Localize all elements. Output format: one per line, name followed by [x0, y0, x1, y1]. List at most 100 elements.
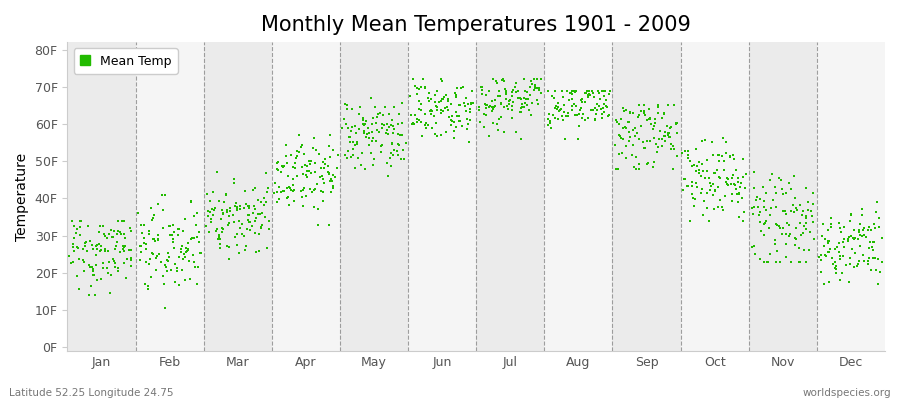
Point: [649, 141, 663, 147]
Point: [461, 101, 475, 107]
Point: [191, 263, 205, 270]
Point: [799, 258, 814, 265]
Point: [716, 134, 730, 141]
Point: [209, 228, 223, 234]
Point: [661, 132, 675, 138]
Point: [139, 241, 153, 248]
Point: [278, 142, 293, 148]
Point: [381, 131, 395, 138]
Point: [786, 202, 800, 208]
Point: [532, 86, 546, 93]
Point: [627, 164, 642, 170]
Point: [374, 125, 389, 132]
Point: [124, 255, 139, 261]
Point: [101, 248, 115, 254]
Point: [70, 244, 85, 250]
Point: [246, 210, 260, 216]
Point: [853, 232, 868, 238]
Point: [338, 101, 352, 108]
Point: [487, 104, 501, 110]
Point: [106, 256, 121, 262]
Point: [618, 143, 633, 150]
Point: [728, 182, 742, 189]
Point: [793, 220, 807, 226]
Point: [362, 130, 376, 136]
Point: [163, 223, 177, 229]
Bar: [749, 42, 817, 351]
Point: [619, 155, 634, 162]
Point: [494, 101, 508, 107]
Point: [297, 151, 311, 157]
Point: [527, 85, 542, 92]
Point: [718, 179, 733, 185]
Point: [281, 173, 295, 179]
Point: [405, 121, 419, 127]
Point: [268, 180, 283, 186]
Point: [788, 209, 802, 215]
Point: [842, 278, 857, 285]
Point: [76, 257, 91, 263]
Point: [138, 281, 152, 287]
Point: [857, 224, 871, 231]
Point: [368, 120, 382, 126]
Point: [348, 142, 363, 148]
Point: [561, 110, 575, 116]
Point: [134, 248, 148, 255]
Point: [233, 206, 248, 212]
Point: [655, 115, 670, 122]
Point: [588, 116, 602, 122]
Point: [557, 102, 572, 108]
Point: [840, 262, 854, 268]
Point: [623, 134, 637, 140]
Point: [107, 228, 122, 234]
Point: [420, 122, 435, 128]
Point: [285, 164, 300, 170]
Point: [514, 109, 528, 116]
Point: [746, 210, 760, 217]
Point: [457, 100, 472, 106]
Point: [508, 84, 522, 90]
Point: [115, 218, 130, 224]
Point: [76, 259, 91, 265]
Point: [435, 78, 449, 84]
Point: [238, 201, 253, 208]
Point: [731, 179, 745, 185]
Point: [251, 197, 266, 203]
Point: [771, 223, 786, 230]
Point: [327, 185, 341, 192]
Point: [685, 178, 699, 185]
Point: [210, 169, 224, 176]
Point: [769, 184, 783, 190]
Point: [70, 226, 85, 232]
Point: [866, 255, 880, 261]
Point: [362, 135, 376, 141]
Point: [146, 215, 160, 222]
Point: [597, 109, 611, 116]
Point: [626, 142, 640, 148]
Point: [472, 107, 486, 113]
Point: [526, 87, 541, 93]
Point: [530, 97, 544, 104]
Point: [478, 101, 492, 107]
Point: [824, 215, 839, 222]
Point: [650, 149, 664, 155]
Point: [821, 249, 835, 256]
Point: [306, 135, 320, 141]
Point: [623, 110, 637, 116]
Point: [776, 208, 790, 214]
Point: [86, 268, 101, 274]
Point: [514, 96, 528, 102]
Point: [187, 258, 202, 265]
Point: [486, 76, 500, 82]
Point: [855, 206, 869, 212]
Point: [365, 162, 380, 168]
Point: [769, 221, 783, 227]
Point: [161, 223, 176, 229]
Point: [720, 181, 734, 187]
Point: [260, 184, 274, 191]
Point: [385, 140, 400, 147]
Point: [317, 165, 331, 171]
Point: [256, 202, 271, 208]
Point: [600, 113, 615, 119]
Point: [843, 233, 858, 239]
